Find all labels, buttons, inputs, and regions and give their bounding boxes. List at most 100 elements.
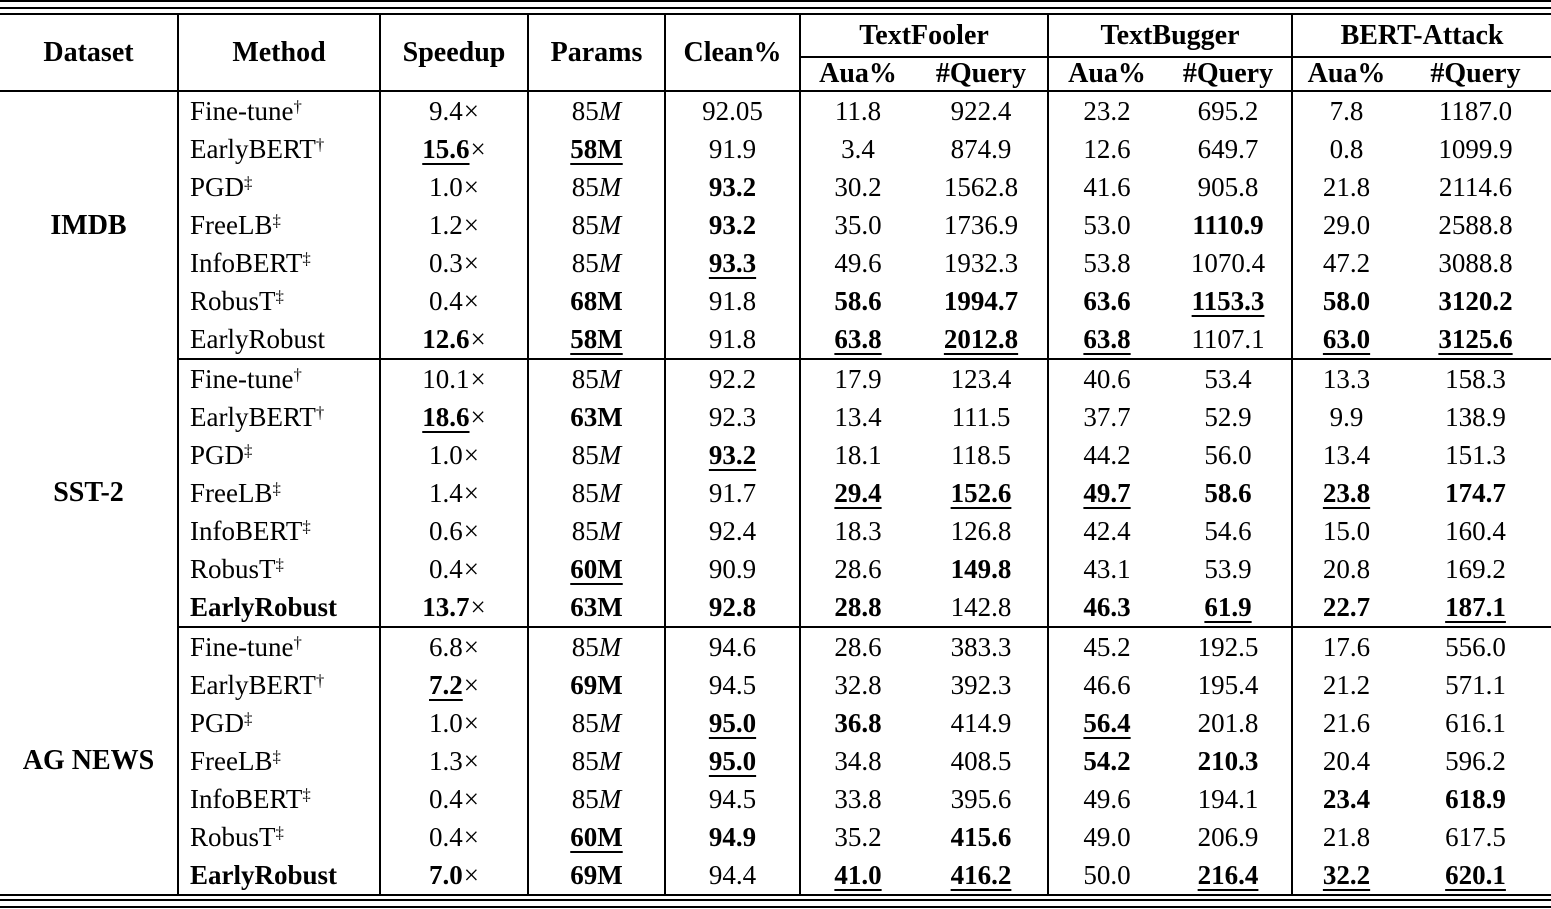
footnote-marker: ‡ [275,554,284,574]
bertattack-aua-cell: 9.9 [1292,398,1400,436]
method-cell: InfoBERT‡ [178,780,381,818]
bertattack-query-cell: 174.7 [1400,474,1551,512]
cell-value: 53.0 [1083,209,1131,240]
header-row-main: Dataset Method Speedup Params Clean% Tex… [0,14,1551,91]
cell-value: 1107.1 [1191,323,1265,354]
cell-value: 556.0 [1445,631,1506,662]
textfooler-aua-cell: 11.8 [800,90,915,130]
textbugger-query-cell: 54.6 [1165,512,1294,550]
method-cell: EarlyBERT† [178,130,381,168]
textfooler-aua-cell: 58.6 [800,282,915,320]
textfooler-query-cell: 126.8 [915,512,1050,550]
cell-value: 60M [570,821,623,852]
method-label: RobusT [190,821,276,852]
method-cell: Fine-tune† [178,90,381,130]
table-row: PGD‡ 1.0× 85M 93.2 18.1 118.5 44.2 56.0 13.4 151.… [0,436,1551,474]
cell-value: 54.2 [1083,745,1131,776]
subheader-textfooler-aua: Aua% [819,58,897,89]
dataset-label: SST-2 [0,359,179,627]
table-row: EarlyRobust 7.0× 69M 94.4 41.0 416.2 50.0 216.4… [0,856,1551,895]
cell-value: 160.4 [1445,515,1506,546]
cell-value: 0.8 [1329,133,1364,164]
cell-value: 18.3 [834,515,882,546]
bertattack-query-cell: 617.5 [1400,818,1551,856]
cell-value: 1.3 [429,745,463,776]
cell-value: 7.2 [429,669,463,700]
cell-value: 415.6 [950,821,1012,852]
method-cell: InfoBERT‡ [178,244,381,282]
unit-label: M [598,95,622,126]
cell-value: 45.2 [1083,631,1131,662]
cell-value: 9.4 [429,95,463,126]
cell-value: 1562.8 [943,171,1019,202]
textfooler-aua-cell: 18.1 [800,436,915,474]
cell-value: 922.4 [950,95,1012,126]
textbugger-query-cell: 195.4 [1165,666,1294,704]
cell-value: 3.4 [841,133,875,164]
cell-value: 617.5 [1445,821,1506,852]
cell-value: 91.8 [708,323,757,354]
params-cell: 85M [528,359,666,398]
bertattack-aua-cell: 21.2 [1292,666,1400,704]
bertattack-aua-cell: 20.8 [1292,550,1400,588]
cell-value: 58M [570,323,623,354]
times-symbol: × [470,401,486,432]
speedup-cell: 0.4× [380,282,529,320]
cell-value: 2114.6 [1438,171,1513,202]
bertattack-query-cell: 1187.0 [1400,90,1551,130]
footnote-marker: ‡ [272,478,281,498]
clean-accuracy-cell: 94.9 [665,818,801,856]
bertattack-aua-cell: 13.3 [1292,359,1400,398]
method-label: EarlyRobust [190,591,338,622]
table-row: PGD‡ 1.0× 85M 93.2 30.2 1562.8 41.6 905.8 21.8 21… [0,168,1551,206]
textfooler-query-cell: 118.5 [915,436,1050,474]
cell-value: 91.7 [708,477,757,508]
times-symbol: × [470,363,486,394]
cell-value: 92.3 [708,401,757,432]
cell-value: 50.0 [1083,859,1131,890]
cell-value: 23.2 [1083,95,1131,126]
bertattack-aua-cell: 21.6 [1292,704,1400,742]
method-label: FreeLB [190,209,273,240]
params-cell: 85M [528,244,666,282]
cell-value: 60M [570,553,623,584]
cell-value: 0.4 [429,553,463,584]
bertattack-query-cell: 616.1 [1400,704,1551,742]
textbugger-aua-cell: 42.4 [1048,512,1165,550]
cell-value: 0.3 [429,247,463,278]
textfooler-aua-cell: 28.8 [800,588,915,628]
cell-value: 201.8 [1197,707,1259,738]
textbugger-query-cell: 61.9 [1165,588,1294,628]
times-symbol: × [470,133,486,164]
method-label: FreeLB [190,477,273,508]
times-symbol: × [463,247,479,278]
times-symbol: × [463,285,479,316]
times-symbol: × [463,707,479,738]
cell-value: 12.6 [422,323,470,354]
cell-value: 383.3 [950,631,1012,662]
table-row: EarlyBERT† 15.6× 58M 91.9 3.4 874.9 12.6 649.7 0… [0,130,1551,168]
cell-value: 63M [570,591,623,622]
cell-value: 187.1 [1445,591,1506,622]
subheader-bert-attack-query: #Query [1430,58,1521,89]
cell-value: 85M [571,745,622,776]
cell-value: 195.4 [1197,669,1259,700]
cell-value: 17.6 [1322,631,1371,662]
cell-value: 43.1 [1083,553,1131,584]
method-label: InfoBERT [190,247,303,278]
times-symbol: × [463,439,479,470]
clean-accuracy-cell: 93.3 [665,244,801,282]
cell-value: 1994.7 [943,285,1019,316]
params-cell: 85M [528,512,666,550]
cell-value: 49.6 [834,247,882,278]
col-header-params: Params [528,14,666,91]
cell-value: 21.6 [1322,707,1371,738]
cell-value: 874.9 [950,133,1012,164]
textfooler-aua-cell: 29.4 [800,474,915,512]
cell-value: 85M [571,439,622,470]
cell-value: 3120.2 [1438,285,1513,316]
cell-value: 151.3 [1445,439,1506,470]
cell-value: 13.3 [1322,363,1371,394]
table-row: RobusT‡ 0.4× 60M 90.9 28.6 149.8 43.1 53.9 20.8 1… [0,550,1551,588]
cell-value: 13.4 [834,401,882,432]
